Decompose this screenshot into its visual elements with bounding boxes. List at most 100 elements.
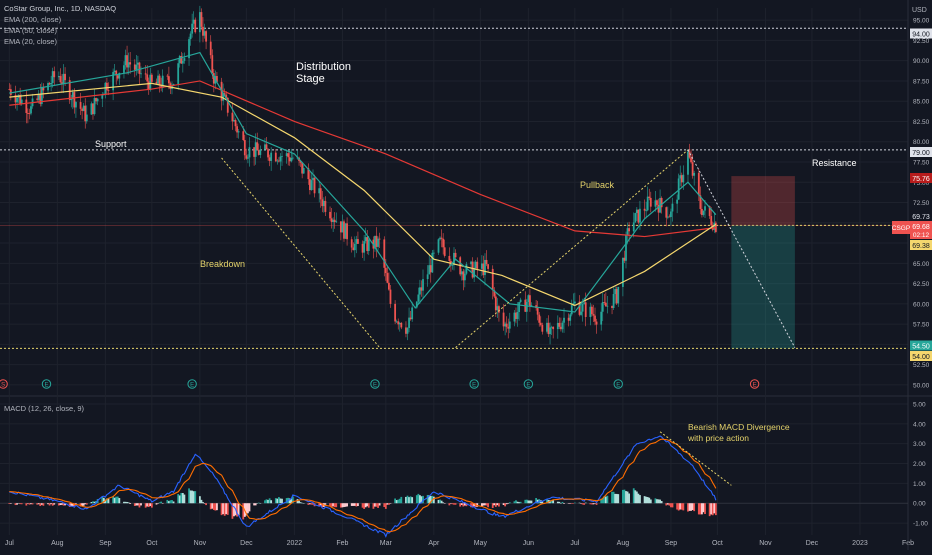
- macd-legend[interactable]: MACD (12, 26, close, 9): [4, 404, 85, 413]
- candle-body: [529, 295, 531, 307]
- macd-histogram-bar: [169, 500, 172, 504]
- macd-histogram-bar: [375, 503, 378, 507]
- candle-body: [617, 286, 620, 304]
- macd-histogram-bar: [19, 503, 22, 505]
- legend-ema200[interactable]: EMA (200, close): [4, 15, 62, 24]
- candle-body: [611, 305, 613, 309]
- candle-body: [388, 282, 390, 290]
- badge-5450: 54.50: [912, 344, 930, 351]
- macd-histogram-bar: [697, 503, 700, 515]
- macd-histogram-bar: [710, 503, 713, 515]
- time-axis-label: Sep: [99, 540, 112, 547]
- breakdown-trendline: [221, 157, 381, 348]
- candle-body: [137, 62, 139, 65]
- macd-histogram-bar: [115, 496, 118, 504]
- macd-histogram-bar: [556, 501, 559, 504]
- macd-histogram-bar: [560, 503, 562, 504]
- macd-histogram-bar: [339, 503, 342, 508]
- candle-body: [183, 58, 186, 61]
- macd-histogram-bar: [223, 503, 226, 516]
- macd-histogram-bar: [281, 498, 283, 504]
- macd-histogram-bar: [646, 497, 649, 504]
- candle-body: [248, 147, 251, 158]
- macd-histogram-bar: [253, 503, 256, 506]
- candle-body: [307, 168, 310, 180]
- price-axis-tick: 75.00: [913, 180, 930, 187]
- candle-body: [194, 19, 197, 33]
- candle-body: [245, 155, 248, 159]
- macd-histogram-bar: [518, 502, 520, 504]
- macd-histogram-bar: [42, 503, 45, 506]
- macd-histogram-bar: [645, 496, 648, 504]
- candle-body: [420, 287, 423, 291]
- candle-body: [502, 312, 505, 327]
- macd-histogram-bar: [670, 503, 672, 508]
- macd-histogram-bar: [635, 491, 638, 504]
- macd-histogram-bar: [180, 492, 183, 504]
- candle-body: [635, 209, 638, 214]
- macd-histogram-bar: [567, 503, 570, 504]
- candle-body: [603, 302, 606, 303]
- candle-body: [242, 131, 245, 141]
- macd-histogram-bar: [415, 495, 418, 504]
- candle-body: [281, 155, 283, 157]
- macd-histogram-bar: [107, 498, 110, 504]
- event-marker-bg: [613, 379, 623, 389]
- legend-ema50[interactable]: EMA (50, close): [4, 26, 57, 35]
- macd-histogram-bar: [660, 501, 663, 504]
- macd-histogram-bar: [484, 503, 486, 506]
- candle-body: [50, 82, 53, 85]
- macd-histogram-bar: [310, 503, 313, 505]
- candle-body: [129, 62, 132, 65]
- badge-7576: 75.76: [912, 176, 930, 183]
- badge-79-bg: [910, 147, 932, 157]
- macd-histogram-bar: [39, 503, 42, 507]
- macd-histogram-bar: [285, 498, 288, 504]
- candle-body: [79, 102, 82, 109]
- macd-histogram-bar: [259, 503, 262, 504]
- candle-body: [708, 206, 711, 217]
- macd-histogram-bar: [113, 497, 116, 504]
- macd-histogram-bar: [231, 503, 234, 519]
- macd-histogram-bar: [405, 496, 407, 504]
- candle-body: [615, 289, 618, 304]
- event-marker-bg: [0, 379, 8, 389]
- macd-histogram-bar: [8, 503, 11, 504]
- candle-body: [639, 208, 641, 223]
- candle-body: [453, 252, 455, 265]
- macd-histogram-bar: [530, 500, 533, 504]
- macd-histogram-bar: [409, 496, 412, 504]
- annotation-pullback: Pullback: [580, 180, 615, 190]
- candle-body: [70, 99, 73, 101]
- candle-body: [493, 290, 496, 297]
- macd-histogram-bar: [17, 503, 20, 504]
- macd-histogram-bar: [611, 491, 613, 504]
- macd-histogram-bar: [82, 503, 85, 506]
- candle-body: [508, 321, 511, 329]
- candle-body: [150, 74, 153, 82]
- macd-histogram-bar: [639, 495, 641, 504]
- macd-histogram-bar: [572, 503, 575, 504]
- candle-body: [494, 296, 497, 311]
- candle-body: [203, 31, 206, 36]
- candle-body: [352, 247, 355, 251]
- legend-ema20[interactable]: EMA (20, close): [4, 37, 57, 46]
- candle-body: [343, 221, 345, 239]
- candle-body: [666, 216, 669, 218]
- candle-body: [329, 211, 331, 219]
- candle-body: [397, 321, 400, 325]
- candle-body: [243, 140, 246, 156]
- macd-histogram-bar: [226, 503, 229, 515]
- candle-body: [560, 326, 562, 330]
- candle-body: [253, 147, 256, 157]
- candle-body: [643, 208, 646, 211]
- macd-histogram-bar: [378, 503, 381, 506]
- macd-histogram-bar: [346, 503, 348, 507]
- macd-histogram-bar: [288, 498, 291, 504]
- macd-histogram-bar: [225, 503, 228, 515]
- time-axis-label: Sep: [665, 540, 678, 547]
- macd-histogram-bar: [687, 503, 689, 512]
